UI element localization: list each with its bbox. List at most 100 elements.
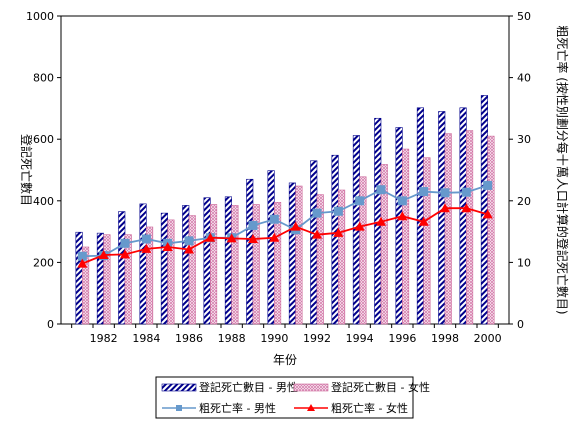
legend: 登記死亡數目 - 男性 登記死亡數目 - 女性 粗死亡率 - 男性 粗死亡率 -…: [155, 376, 430, 419]
legend-swatch-male-count: [161, 383, 197, 392]
bar-female: [466, 130, 474, 325]
point-female-rate: [141, 243, 152, 253]
point-male-rate: [355, 196, 365, 206]
point-male-rate: [483, 180, 493, 190]
point-male-rate: [397, 196, 407, 206]
bar-female: [231, 205, 239, 325]
point-female-rate: [312, 229, 322, 239]
bar-male: [459, 107, 467, 325]
x-tick-label: 1984: [132, 332, 160, 345]
bar-female: [124, 234, 132, 325]
point-female-rate: [184, 244, 194, 254]
x-tick-label: 1996: [388, 332, 416, 345]
y-right-tick-label: 40: [517, 72, 531, 85]
point-male-rate: [440, 188, 450, 198]
legend-swatch-female-count: [293, 383, 329, 392]
x-tick-label: 1986: [175, 332, 203, 345]
bar-male: [203, 197, 211, 325]
bar-female: [188, 215, 196, 325]
bar-female: [402, 148, 410, 325]
point-female-rate: [376, 216, 386, 226]
bar-female: [338, 189, 346, 325]
y-right-tick-label: 30: [517, 133, 531, 146]
point-female-rate: [98, 250, 109, 260]
point-female-rate: [397, 211, 408, 221]
bar-male: [160, 212, 168, 325]
bar-female: [380, 164, 388, 325]
bar-male: [75, 231, 83, 325]
lines: [77, 180, 493, 268]
bar-female: [359, 176, 367, 325]
bar-female: [316, 194, 324, 325]
x-axis-title: 年份: [273, 353, 297, 367]
bar-male: [118, 211, 126, 325]
bar-female: [423, 157, 431, 325]
y-axis-right: 0 10 20 30 40 50: [509, 10, 531, 331]
y-left-tick-label: 200: [33, 256, 54, 269]
x-tick-label: 1990: [260, 332, 288, 345]
point-female-rate: [354, 221, 365, 231]
point-female-rate: [77, 258, 88, 268]
point-male-rate: [376, 185, 386, 195]
bars: [75, 95, 495, 325]
bar-male: [480, 95, 488, 325]
point-female-rate: [120, 249, 130, 259]
bar-male: [224, 196, 232, 325]
bar-male: [310, 160, 318, 325]
point-female-rate: [418, 216, 429, 226]
bar-male: [139, 203, 147, 325]
bar-female: [210, 204, 218, 325]
point-female-rate: [269, 232, 280, 242]
y-left-tick-label: 400: [33, 195, 54, 208]
bar-male: [246, 178, 254, 325]
point-female-rate: [482, 209, 493, 219]
bar-male: [182, 205, 190, 325]
legend-label-male-count: 登記死亡數目 - 男性: [199, 380, 298, 394]
point-male-rate: [312, 208, 322, 218]
bar-male: [416, 107, 424, 325]
bar-male: [267, 170, 275, 325]
y-axis-left: 0 200 400 600 800 1000: [26, 10, 61, 331]
bar-female: [82, 246, 90, 325]
x-tick-label: 1988: [218, 332, 246, 345]
x-tick-label: 1994: [346, 332, 374, 345]
bar-female: [103, 234, 111, 325]
point-female-rate: [226, 233, 237, 243]
line-female-rate: [81, 207, 488, 265]
x-tick-label: 1992: [303, 332, 331, 345]
bar-female: [274, 202, 282, 325]
point-male-rate: [269, 214, 279, 224]
bar-female: [295, 185, 303, 325]
point-male-rate: [120, 238, 130, 248]
point-male-rate: [141, 234, 151, 244]
y-right-tick-label: 0: [517, 318, 524, 331]
legend-label-female-rate: 粗死亡率 - 女性: [331, 401, 408, 415]
x-tick-label: 2000: [474, 332, 502, 345]
point-female-rate: [333, 227, 344, 237]
y-left-tick-label: 600: [33, 133, 54, 146]
point-male-rate: [77, 251, 87, 261]
bar-female: [167, 219, 175, 325]
point-male-rate: [461, 187, 471, 197]
y-right-tick-label: 20: [517, 195, 531, 208]
point-male-rate: [333, 206, 343, 216]
point-male-rate: [184, 236, 194, 246]
y-left-tick-label: 0: [47, 318, 54, 331]
y-right-tick-label: 10: [517, 256, 531, 269]
bar-male: [96, 232, 104, 325]
legend-label-male-rate: 粗死亡率 - 男性: [199, 401, 276, 415]
legend-label-female-count: 登記死亡數目 - 女性: [331, 380, 430, 394]
point-male-rate: [419, 187, 429, 197]
bar-female: [146, 226, 154, 325]
point-female-rate: [290, 221, 301, 231]
point-female-rate: [461, 203, 472, 213]
legend-marker-male-rate: [176, 405, 182, 411]
bar-female: [444, 133, 452, 325]
legend-frame: [155, 376, 414, 419]
y-axis-title: 登記死亡數目: [19, 134, 34, 206]
point-female-rate: [162, 242, 173, 251]
point-male-rate: [248, 220, 258, 230]
point-female-rate: [248, 233, 258, 243]
bar-male: [395, 127, 403, 325]
